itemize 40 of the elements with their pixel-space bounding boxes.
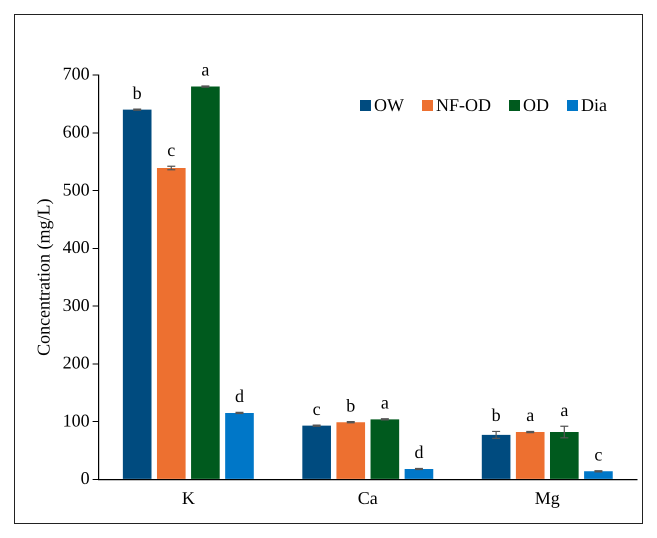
data-label: d	[234, 386, 244, 406]
y-tick-label: 400	[62, 237, 90, 258]
data-label: a	[526, 405, 534, 426]
data-label: a	[560, 400, 568, 420]
legend-label: OD	[523, 95, 550, 116]
y-tick-label: 0	[80, 468, 90, 488]
bar	[122, 110, 152, 479]
bar	[404, 469, 434, 479]
x-tick-label: Mg	[534, 488, 560, 508]
bar	[302, 426, 331, 479]
bar	[370, 419, 400, 479]
bar	[584, 471, 613, 479]
data-label: a	[201, 60, 210, 80]
x-tick-label: Ca	[358, 488, 378, 508]
bar	[156, 168, 186, 479]
data-label: a	[380, 392, 389, 412]
bar	[336, 422, 366, 479]
y-tick-label: 500	[62, 179, 90, 200]
data-label: b	[492, 405, 501, 426]
y-tick-label: 200	[62, 352, 90, 373]
data-label: b	[346, 395, 356, 416]
bar	[550, 432, 579, 479]
data-label: c	[594, 444, 602, 464]
y-tick-label: 100	[62, 410, 90, 430]
bar	[225, 412, 254, 479]
bar	[516, 432, 545, 479]
data-label: d	[414, 442, 424, 462]
bar	[191, 86, 220, 479]
y-axis-title: Concentration (mg/L)	[34, 198, 54, 356]
legend-label: OW	[374, 95, 404, 116]
data-label: b	[132, 82, 142, 103]
y-tick-label: 700	[62, 64, 90, 84]
data-label: c	[167, 140, 176, 160]
y-tick-label: 600	[62, 122, 90, 142]
y-tick-label: 300	[62, 294, 90, 315]
bar	[482, 434, 510, 479]
legend-label: Dia	[581, 95, 608, 116]
legend-label: NF-OD	[436, 95, 492, 116]
data-label: c	[312, 398, 321, 419]
x-tick-label: K	[182, 488, 195, 508]
